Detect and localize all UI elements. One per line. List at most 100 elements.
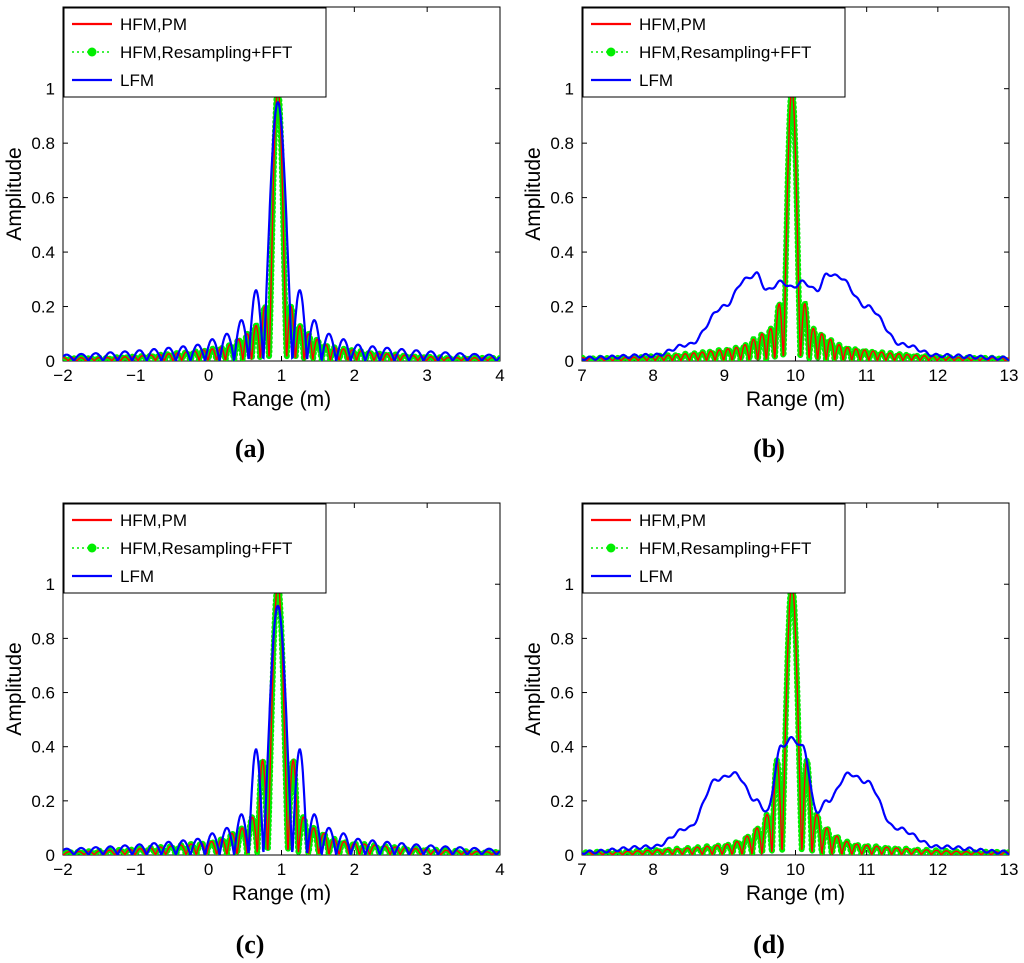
x-axis-label: Range (m) (746, 388, 845, 411)
x-tick-label: 12 (928, 366, 947, 385)
legend-entry: LFM (639, 567, 673, 586)
legend-entry: HFM,Resampling+FFT (639, 43, 811, 62)
series-lfm (63, 604, 500, 855)
x-axis-label: Range (m) (232, 882, 331, 905)
y-tick-label: 0.4 (31, 243, 55, 262)
y-tick-label: 0.2 (31, 298, 55, 317)
y-tick-label: 0 (565, 846, 574, 865)
y-tick-label: 0.8 (31, 134, 55, 153)
y-axis-label: Amplitude (3, 642, 26, 735)
x-tick-label: 1 (277, 860, 286, 879)
x-tick-label: 2 (350, 860, 359, 879)
y-tick-label: 0.8 (31, 629, 55, 648)
x-tick-label: 2 (350, 366, 359, 385)
caption-a: (a) (234, 434, 266, 463)
x-tick-label: 12 (928, 860, 947, 879)
series-hfm-pm (582, 88, 1009, 361)
x-tick-label: 0 (204, 860, 213, 879)
legend-swatch-hfm-resampling-marker (87, 543, 97, 553)
y-tick-label: 0.4 (550, 243, 574, 262)
legend-swatch-hfm-resampling-marker (87, 47, 97, 57)
series-group (63, 86, 500, 361)
y-tick-label: 0.6 (31, 684, 55, 703)
x-axis-label: Range (m) (746, 882, 845, 905)
series-hfm-pm (63, 88, 500, 361)
legend-entry: HFM,Resampling+FFT (639, 539, 811, 558)
y-tick-label: 0.2 (550, 792, 574, 811)
series-lfm (63, 101, 500, 361)
caption-d: (d) (753, 930, 785, 959)
legend-entry: LFM (120, 567, 154, 586)
y-tick-label: 0 (46, 846, 55, 865)
chart-panel-c: −2 −1 0 1 2 3 4 0 0.2 0.4 0.6 0.8 1 Range (m) Amplitud… (3, 502, 505, 905)
y-tick-label: 0 (46, 352, 55, 371)
x-tick-label: 9 (720, 366, 729, 385)
series-group (63, 581, 500, 855)
legend-entry: HFM,PM (120, 511, 187, 530)
legend-entry: HFM,PM (120, 15, 187, 34)
y-tick-label: 1 (565, 575, 574, 594)
legend: HFM,PM HFM,Resampling+FFT LFM (582, 7, 846, 98)
x-tick-label: 4 (495, 860, 504, 879)
x-tick-label: 9 (720, 860, 729, 879)
series-hfm-pm (582, 583, 1009, 855)
x-tick-label: 8 (648, 366, 657, 385)
x-tick-label: 3 (422, 366, 431, 385)
y-tick-label: 0.2 (31, 792, 55, 811)
x-tick-label: 13 (1000, 860, 1019, 879)
x-tick-label: 10 (786, 366, 805, 385)
y-tick-label: 0 (565, 352, 574, 371)
legend-swatch-hfm-resampling-marker (606, 47, 616, 57)
x-tick-label: 13 (1000, 366, 1019, 385)
y-axis-label: Amplitude (3, 147, 26, 240)
y-tick-label: 1 (46, 575, 55, 594)
y-tick-label: 0.2 (550, 298, 574, 317)
series-lfm (582, 736, 1009, 855)
x-tick-label: 11 (858, 860, 876, 879)
x-tick-label: 7 (577, 366, 586, 385)
x-tick-label: 3 (422, 860, 431, 879)
y-tick-label: 1 (46, 80, 55, 99)
legend: HFM,PM HFM,Resampling+FFT LFM (582, 503, 846, 594)
legend-entry: HFM,Resampling+FFT (120, 539, 292, 558)
y-axis-label: Amplitude (522, 147, 545, 240)
x-tick-label: −2 (53, 366, 72, 385)
x-tick-label: −1 (126, 860, 145, 879)
x-tick-label: 10 (786, 860, 805, 879)
x-tick-label: 7 (577, 860, 586, 879)
y-axis-label: Amplitude (522, 642, 545, 735)
x-tick-label: 1 (277, 366, 286, 385)
caption-c: (c) (235, 930, 265, 959)
legend-entry: HFM,Resampling+FFT (120, 43, 292, 62)
caption-b: (b) (753, 434, 785, 463)
legend-entry: HFM,PM (639, 15, 706, 34)
x-tick-label: 4 (495, 366, 504, 385)
x-tick-label: 8 (648, 860, 657, 879)
series-group (582, 581, 1009, 855)
x-tick-label: 0 (204, 366, 213, 385)
y-tick-label: 0.8 (550, 629, 574, 648)
legend-entry: LFM (639, 71, 673, 90)
y-tick-label: 0.8 (550, 134, 574, 153)
y-tick-label: 0.6 (31, 189, 55, 208)
x-tick-label: 11 (858, 366, 876, 385)
legend: HFM,PM HFM,Resampling+FFT LFM (63, 503, 327, 594)
legend-swatch-hfm-resampling-marker (606, 543, 616, 553)
y-tick-label: 0.6 (550, 684, 574, 703)
chart-panel-a: −2 −1 0 1 2 3 4 0 0.2 0.4 0.6 0.8 1 Range (m) Amplitud… (3, 6, 505, 411)
chart-panel-b: 7 8 9 10 11 12 13 0 0.2 0.4 0.6 0.8 1 Range (m) Amplit… (522, 6, 1019, 411)
y-tick-label: 0.6 (550, 189, 574, 208)
legend: HFM,PM HFM,Resampling+FFT LFM (63, 7, 327, 98)
legend-entry: HFM,PM (639, 511, 706, 530)
x-tick-label: −1 (126, 366, 145, 385)
y-tick-label: 1 (565, 80, 574, 99)
y-tick-label: 0.4 (31, 738, 55, 757)
y-tick-label: 0.4 (550, 738, 574, 757)
legend-entry: LFM (120, 71, 154, 90)
x-axis-label: Range (m) (232, 388, 331, 411)
chart-panel-d: 7 8 9 10 11 12 13 0 0.2 0.4 0.6 0.8 1 Range (m) Amplit… (522, 502, 1019, 905)
x-tick-label: −2 (53, 860, 72, 879)
series-group (582, 86, 1009, 361)
series-lfm (582, 271, 1009, 361)
